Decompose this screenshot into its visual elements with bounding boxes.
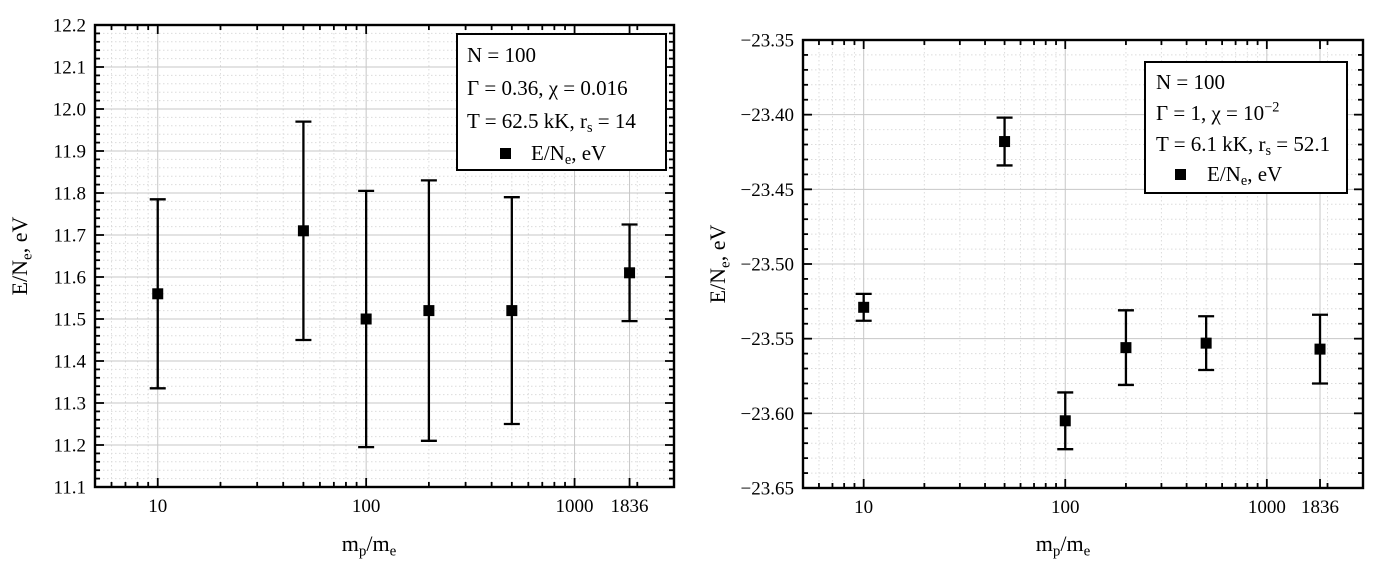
x-axis-title: mp/me [1036,531,1091,559]
tick-labels: 10 100 1000 1836 11.1 11.2 11.3 11.4 11.5 11.6 11.… [53,16,649,518]
legend-text-line: Γ = 0.36, χ = 0.016 [467,76,628,100]
axis-ticks [803,39,1363,489]
legend-marker-square [1175,169,1186,180]
data-point-marker [1120,342,1132,354]
y-tick-label: 11.3 [53,394,86,415]
y-tick-label: 12.2 [53,16,86,37]
y-tick-label: −23.40 [741,105,794,126]
plot-frame [93,23,676,489]
data-point-marker [624,267,636,279]
data-point-marker [1059,415,1071,427]
y-tick-label: 11.5 [53,310,86,331]
legend-box [456,33,667,171]
x-tick-label: 100 [352,496,381,517]
left-chart: 10 100 1000 1836 11.1 11.2 11.3 11.4 11.5 11.6 11.… [7,15,676,560]
y-tick-label: −23.50 [741,255,794,276]
data-point-marker [858,301,870,313]
data-point-marker [506,305,518,317]
y-tick-label: 12.0 [53,100,86,121]
legend-left: N = 100 Γ = 0.36, χ = 0.016 T = 62.5 kK, r… [456,33,667,171]
data-point-marker [152,288,164,300]
y-tick-label: 11.4 [53,352,86,373]
legend-text-line: T = 62.5 kK, rs = 14 [467,109,636,136]
y-tick-label: 11.2 [53,436,86,457]
y-tick-label: 11.8 [53,184,86,205]
y-tick-label: 11.1 [53,478,86,499]
data-point-marker [1200,337,1212,349]
axis-ticks [95,24,674,488]
chart-panel-left: 10 100 1000 1836 11.1 11.2 11.3 11.4 11.5 11.6 11.… [7,15,676,560]
data-point-marker [297,225,309,237]
tick-labels: 10 100 1000 1836 −23.65 −23.60 −23.55 −23.50 −23… [741,31,1339,519]
legend-text-line: Γ = 1, χ = 10−2 [1156,100,1279,125]
legend-text-line: T = 6.1 kK, rs = 52.1 [1156,132,1330,159]
y-tick-label: −23.65 [741,479,794,500]
x-axis-title: mp/me [342,531,397,559]
data-point-marker [1314,343,1326,355]
legend-entry-label: E/Ne, eV [1207,162,1282,189]
legend-text-line: N = 100 [1156,70,1225,94]
x-tick-label: 10 [148,496,167,517]
y-axis-title: E/Ne, eV [705,225,733,304]
y-tick-label: −23.45 [741,180,794,201]
legend-right: N = 100 Γ = 1, χ = 10−2 T = 6.1 kK, rs = 5… [1144,61,1348,194]
x-tick-label: 1836 [1301,497,1339,518]
chart-panel-right: 10 100 1000 1836 −23.65 −23.60 −23.55 −23.50 −23… [696,0,1392,570]
data-point-marker [360,313,372,325]
x-tick-label: 1000 [1248,497,1286,518]
y-tick-label: 11.9 [53,142,86,163]
x-tick-label: 1000 [556,496,594,517]
y-axis-title: E/Ne, eV [7,217,35,296]
x-tick-label: 100 [1051,497,1080,518]
y-tick-label: 12.1 [53,58,86,79]
right-chart: 10 100 1000 1836 −23.65 −23.60 −23.55 −23.50 −23… [696,0,1392,570]
y-tick-label: −23.60 [741,404,794,425]
y-tick-label: 11.6 [53,268,86,289]
legend-marker-square [500,148,511,159]
y-tick-label: 11.7 [53,226,86,247]
y-tick-label: −23.55 [741,329,794,350]
legend-entry-label: E/Ne, eV [531,141,606,168]
x-tick-label: 1836 [611,496,649,517]
data-point-marker [423,305,435,317]
x-tick-label: 10 [854,497,873,518]
data-point-marker [999,136,1011,148]
legend-text-line: N = 100 [467,43,536,67]
series-right [855,116,1329,451]
y-tick-label: −23.35 [741,31,794,52]
series-left [149,120,638,449]
